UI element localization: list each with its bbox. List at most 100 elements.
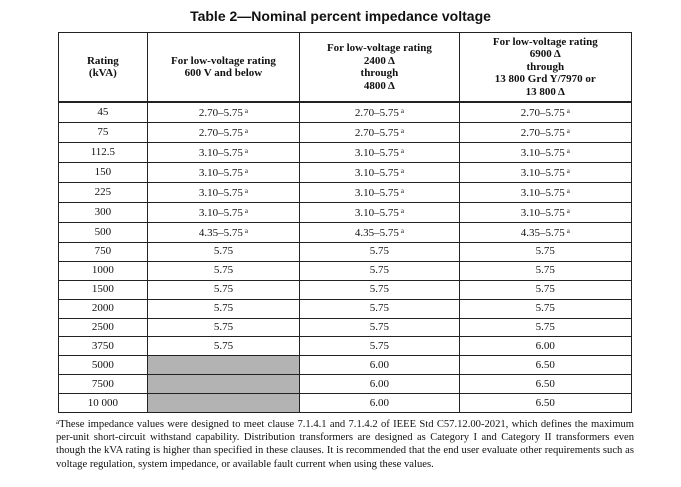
header-line: 600 V and below (184, 67, 263, 79)
header-line: For low-voltage rating (492, 35, 598, 48)
impedance-value: 5.75 (369, 321, 389, 333)
impedance-cell: 2.70–5.75 a (299, 101, 460, 123)
impedance-cell: 5.75 (458, 260, 633, 281)
impedance-value: 5.75 (535, 264, 555, 277)
impedance-value: 5.75 (369, 264, 389, 277)
footnote-ref: a (400, 207, 404, 215)
footnote-ref: a (566, 207, 570, 215)
rating-cell: 2500 (58, 317, 148, 338)
impedance-cell: 2.70–5.75 a (458, 122, 633, 143)
impedance-value: 6.00 (369, 396, 389, 409)
impedance-cell: 6.00 (458, 336, 633, 357)
header-line: (kVA) (88, 67, 117, 79)
impedance-cell: 6.50 (458, 355, 633, 376)
impedance-value: 3.10–5.75 (520, 207, 565, 219)
table-row: 2000 5.75 5.75 5.75 (58, 298, 633, 319)
impedance-cell: 5.75 (299, 279, 460, 300)
impedance-cell: 5.75 (299, 298, 460, 319)
footnote-ref: a (244, 207, 248, 215)
impedance-value: 5.75 (213, 339, 234, 352)
footnote-ref: a (566, 167, 570, 175)
impedance-cell: 5.75 (458, 279, 633, 300)
impedance-value: 3.10–5.75 (354, 207, 399, 219)
table-row: 225 3.10–5.75 a 3.10–5.75 a 3.10–5.75 a (58, 182, 633, 203)
footnote-ref: a (244, 147, 248, 155)
rating-cell: 225 (58, 182, 148, 203)
impedance-cell: 4.35–5.75 a (458, 222, 633, 243)
table-row: 150 3.10–5.75 a 3.10–5.75 a 3.10–5.75 a (58, 162, 633, 183)
table-row: 7500 6.00 6.50 (58, 374, 633, 395)
impedance-value: 6.00 (369, 358, 389, 371)
impedance-value: 2.70–5.75 (520, 107, 565, 119)
footnote-ref: a (400, 227, 404, 235)
impedance-value: 5.75 (535, 283, 555, 296)
footnote-ref: a (400, 107, 404, 115)
impedance-value: 3.10–5.75 (354, 147, 399, 159)
rating-cell: 5000 (58, 355, 148, 376)
table-row: 500 4.35–5.75 a 4.35–5.75 a 4.35–5.75 a (58, 222, 633, 243)
impedance-cell: 5.75 (146, 317, 301, 338)
impedance-cell: 6.50 (458, 393, 633, 414)
rating-cell: 3750 (58, 336, 148, 357)
impedance-value: 4.35–5.75 (198, 227, 243, 239)
impedance-cell: 2.70–5.75 a (458, 101, 633, 123)
shaded-empty-cell (146, 355, 301, 376)
impedance-cell: 5.75 (146, 260, 301, 281)
header-line: 13 800 Grd Y/7970 or (494, 73, 596, 86)
rating-cell: 10 000 (58, 393, 148, 414)
impedance-cell: 3.10–5.75 a (146, 142, 301, 163)
impedance-cell: 3.10–5.75 a (299, 142, 460, 163)
table-row: 1500 5.75 5.75 5.75 (58, 279, 633, 300)
impedance-value: 5.75 (369, 283, 389, 296)
impedance-value: 3.10–5.75 (198, 187, 243, 199)
impedance-cell: 3.10–5.75 a (146, 162, 301, 183)
footnote-ref: a (244, 227, 248, 235)
impedance-value: 4.35–5.75 (520, 227, 565, 239)
impedance-cell: 5.75 (146, 279, 301, 300)
footnote-ref: a (566, 227, 570, 235)
table-row: 1000 5.75 5.75 5.75 (58, 260, 633, 281)
rating-cell: 750 (58, 242, 148, 262)
impedance-cell: 3.10–5.75 a (146, 182, 301, 203)
impedance-value: 5.75 (213, 321, 234, 333)
impedance-value: 3.10–5.75 (198, 207, 243, 219)
impedance-table: Rating (kVA) For low-voltage rating 600 V … (58, 32, 633, 414)
impedance-cell: 5.75 (458, 242, 633, 262)
impedance-value: 5.75 (369, 339, 389, 352)
rating-cell: 45 (58, 101, 148, 123)
impedance-value: 6.00 (535, 339, 555, 352)
shaded-empty-cell (146, 374, 301, 395)
impedance-value: 5.75 (535, 302, 555, 315)
footnote-ref: a (566, 147, 570, 155)
impedance-value: 5.75 (213, 283, 234, 296)
impedance-value: 5.75 (369, 245, 389, 258)
impedance-cell: 4.35–5.75 a (299, 222, 460, 243)
table-body: 45 2.70–5.75 a 2.70–5.75 a 2.70–5.75 a 75 2.70–5… (58, 101, 633, 414)
impedance-value: 3.10–5.75 (198, 167, 243, 179)
impedance-value: 6.00 (369, 377, 389, 390)
shaded-empty-cell (146, 393, 301, 414)
footnote-ref: a (244, 127, 248, 135)
impedance-value: 6.50 (535, 377, 555, 390)
impedance-value: 2.70–5.75 (198, 127, 243, 139)
impedance-value: 6.50 (535, 396, 555, 409)
table-row: 2500 5.75 5.75 5.75 (58, 317, 633, 338)
impedance-value: 5.75 (369, 302, 389, 315)
rating-cell: 500 (58, 222, 148, 243)
impedance-value: 5.75 (535, 321, 555, 333)
impedance-cell: 5.75 (146, 336, 301, 357)
impedance-cell: 5.75 (299, 260, 460, 281)
impedance-cell: 3.10–5.75 a (146, 202, 301, 223)
rating-cell: 112.5 (58, 142, 148, 163)
impedance-cell: 6.50 (458, 374, 633, 395)
footnote-marker: a (56, 418, 60, 426)
impedance-value: 5.75 (535, 245, 555, 258)
rating-cell: 7500 (58, 374, 148, 395)
impedance-cell: 5.75 (458, 298, 633, 319)
impedance-cell: 2.70–5.75 a (146, 101, 301, 123)
header-rating: Rating (kVA) (58, 32, 148, 103)
impedance-value: 2.70–5.75 (354, 107, 399, 119)
impedance-cell: 4.35–5.75 a (146, 222, 301, 243)
header-line: 2400 Δ (363, 54, 395, 67)
header-line: 13 800 Δ (525, 85, 565, 98)
